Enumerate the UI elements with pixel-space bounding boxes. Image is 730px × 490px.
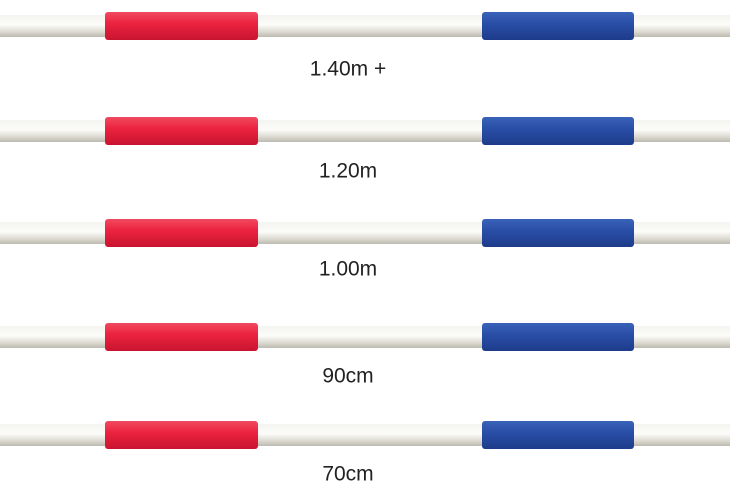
blue-band: [482, 421, 634, 449]
blue-band: [482, 117, 634, 145]
blue-band: [482, 323, 634, 351]
red-band: [105, 323, 258, 351]
red-band: [105, 219, 258, 247]
red-band: [105, 12, 258, 40]
height-label: 1.00m: [319, 258, 377, 281]
height-label: 90cm: [322, 365, 373, 388]
red-band: [105, 117, 258, 145]
blue-band: [482, 219, 634, 247]
height-label: 1.40m +: [310, 58, 386, 81]
height-label: 70cm: [322, 463, 373, 486]
red-band: [105, 421, 258, 449]
blue-band: [482, 12, 634, 40]
height-label: 1.20m: [319, 160, 377, 183]
